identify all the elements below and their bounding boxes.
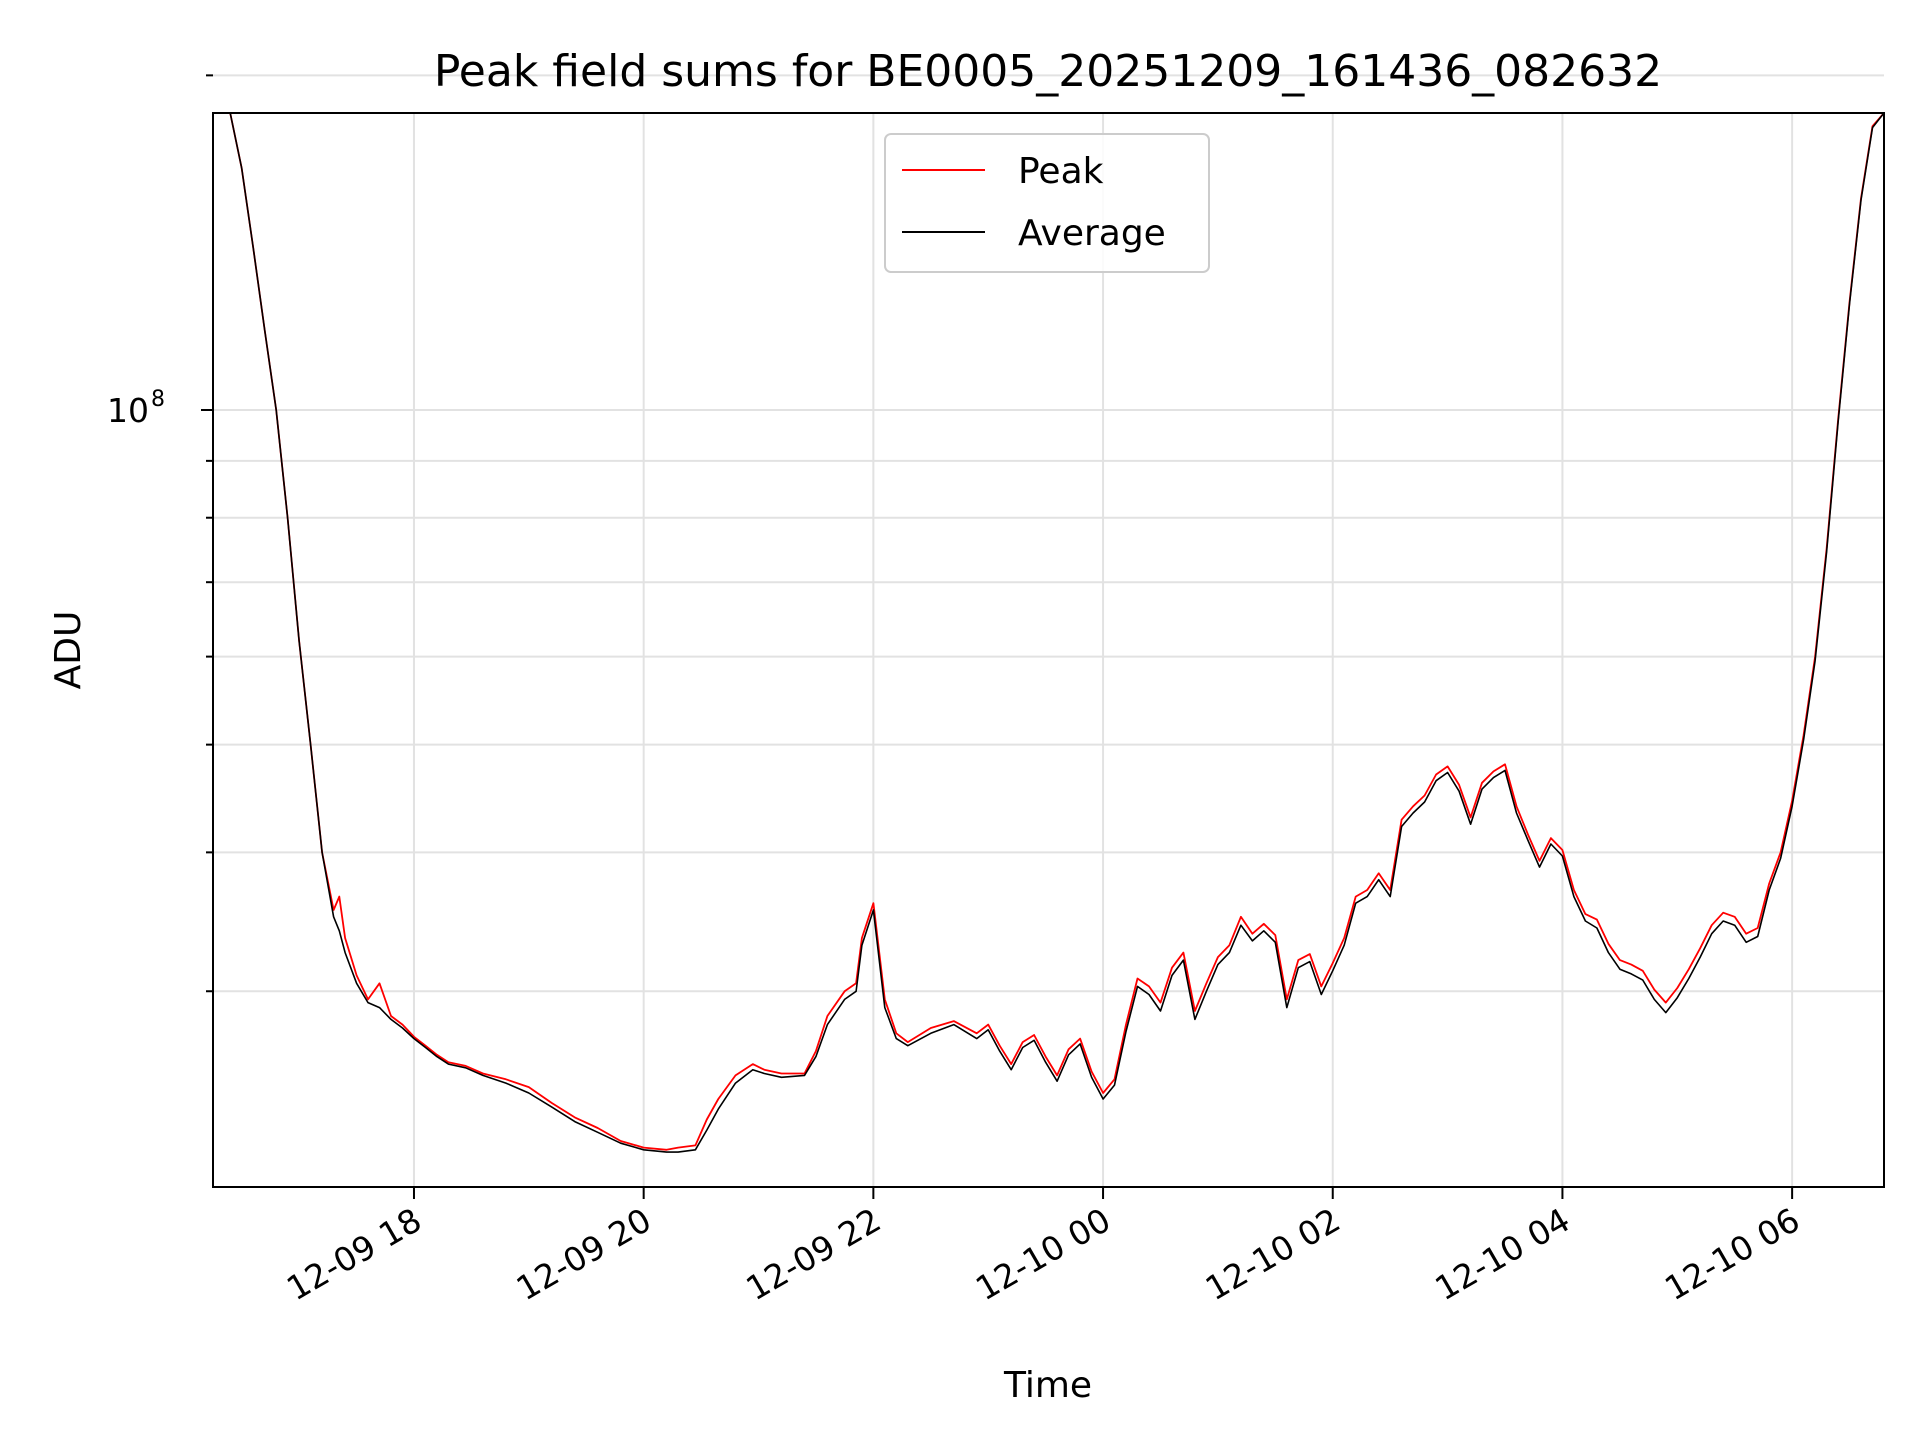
series-layer: [213, 113, 1884, 1153]
y-axis-label: ADU: [48, 611, 89, 690]
legend-label-average: Average: [1018, 213, 1166, 254]
y-tick-label-exponent: 8: [151, 387, 165, 412]
plot-frame: [212, 112, 1885, 1188]
chart-title: Peak field sums for BE0005_20251209_1614…: [434, 46, 1662, 97]
legend-label-peak: Peak: [1018, 151, 1104, 192]
x-axis-label: Time: [1003, 1365, 1092, 1406]
y-tick-label: 10: [107, 391, 149, 430]
series-line-peak: [213, 113, 1884, 1151]
series-line-average: [213, 113, 1884, 1153]
grid: [213, 74, 1884, 1187]
legend-box: [884, 133, 1210, 273]
legend: Peak Average: [884, 133, 1210, 273]
